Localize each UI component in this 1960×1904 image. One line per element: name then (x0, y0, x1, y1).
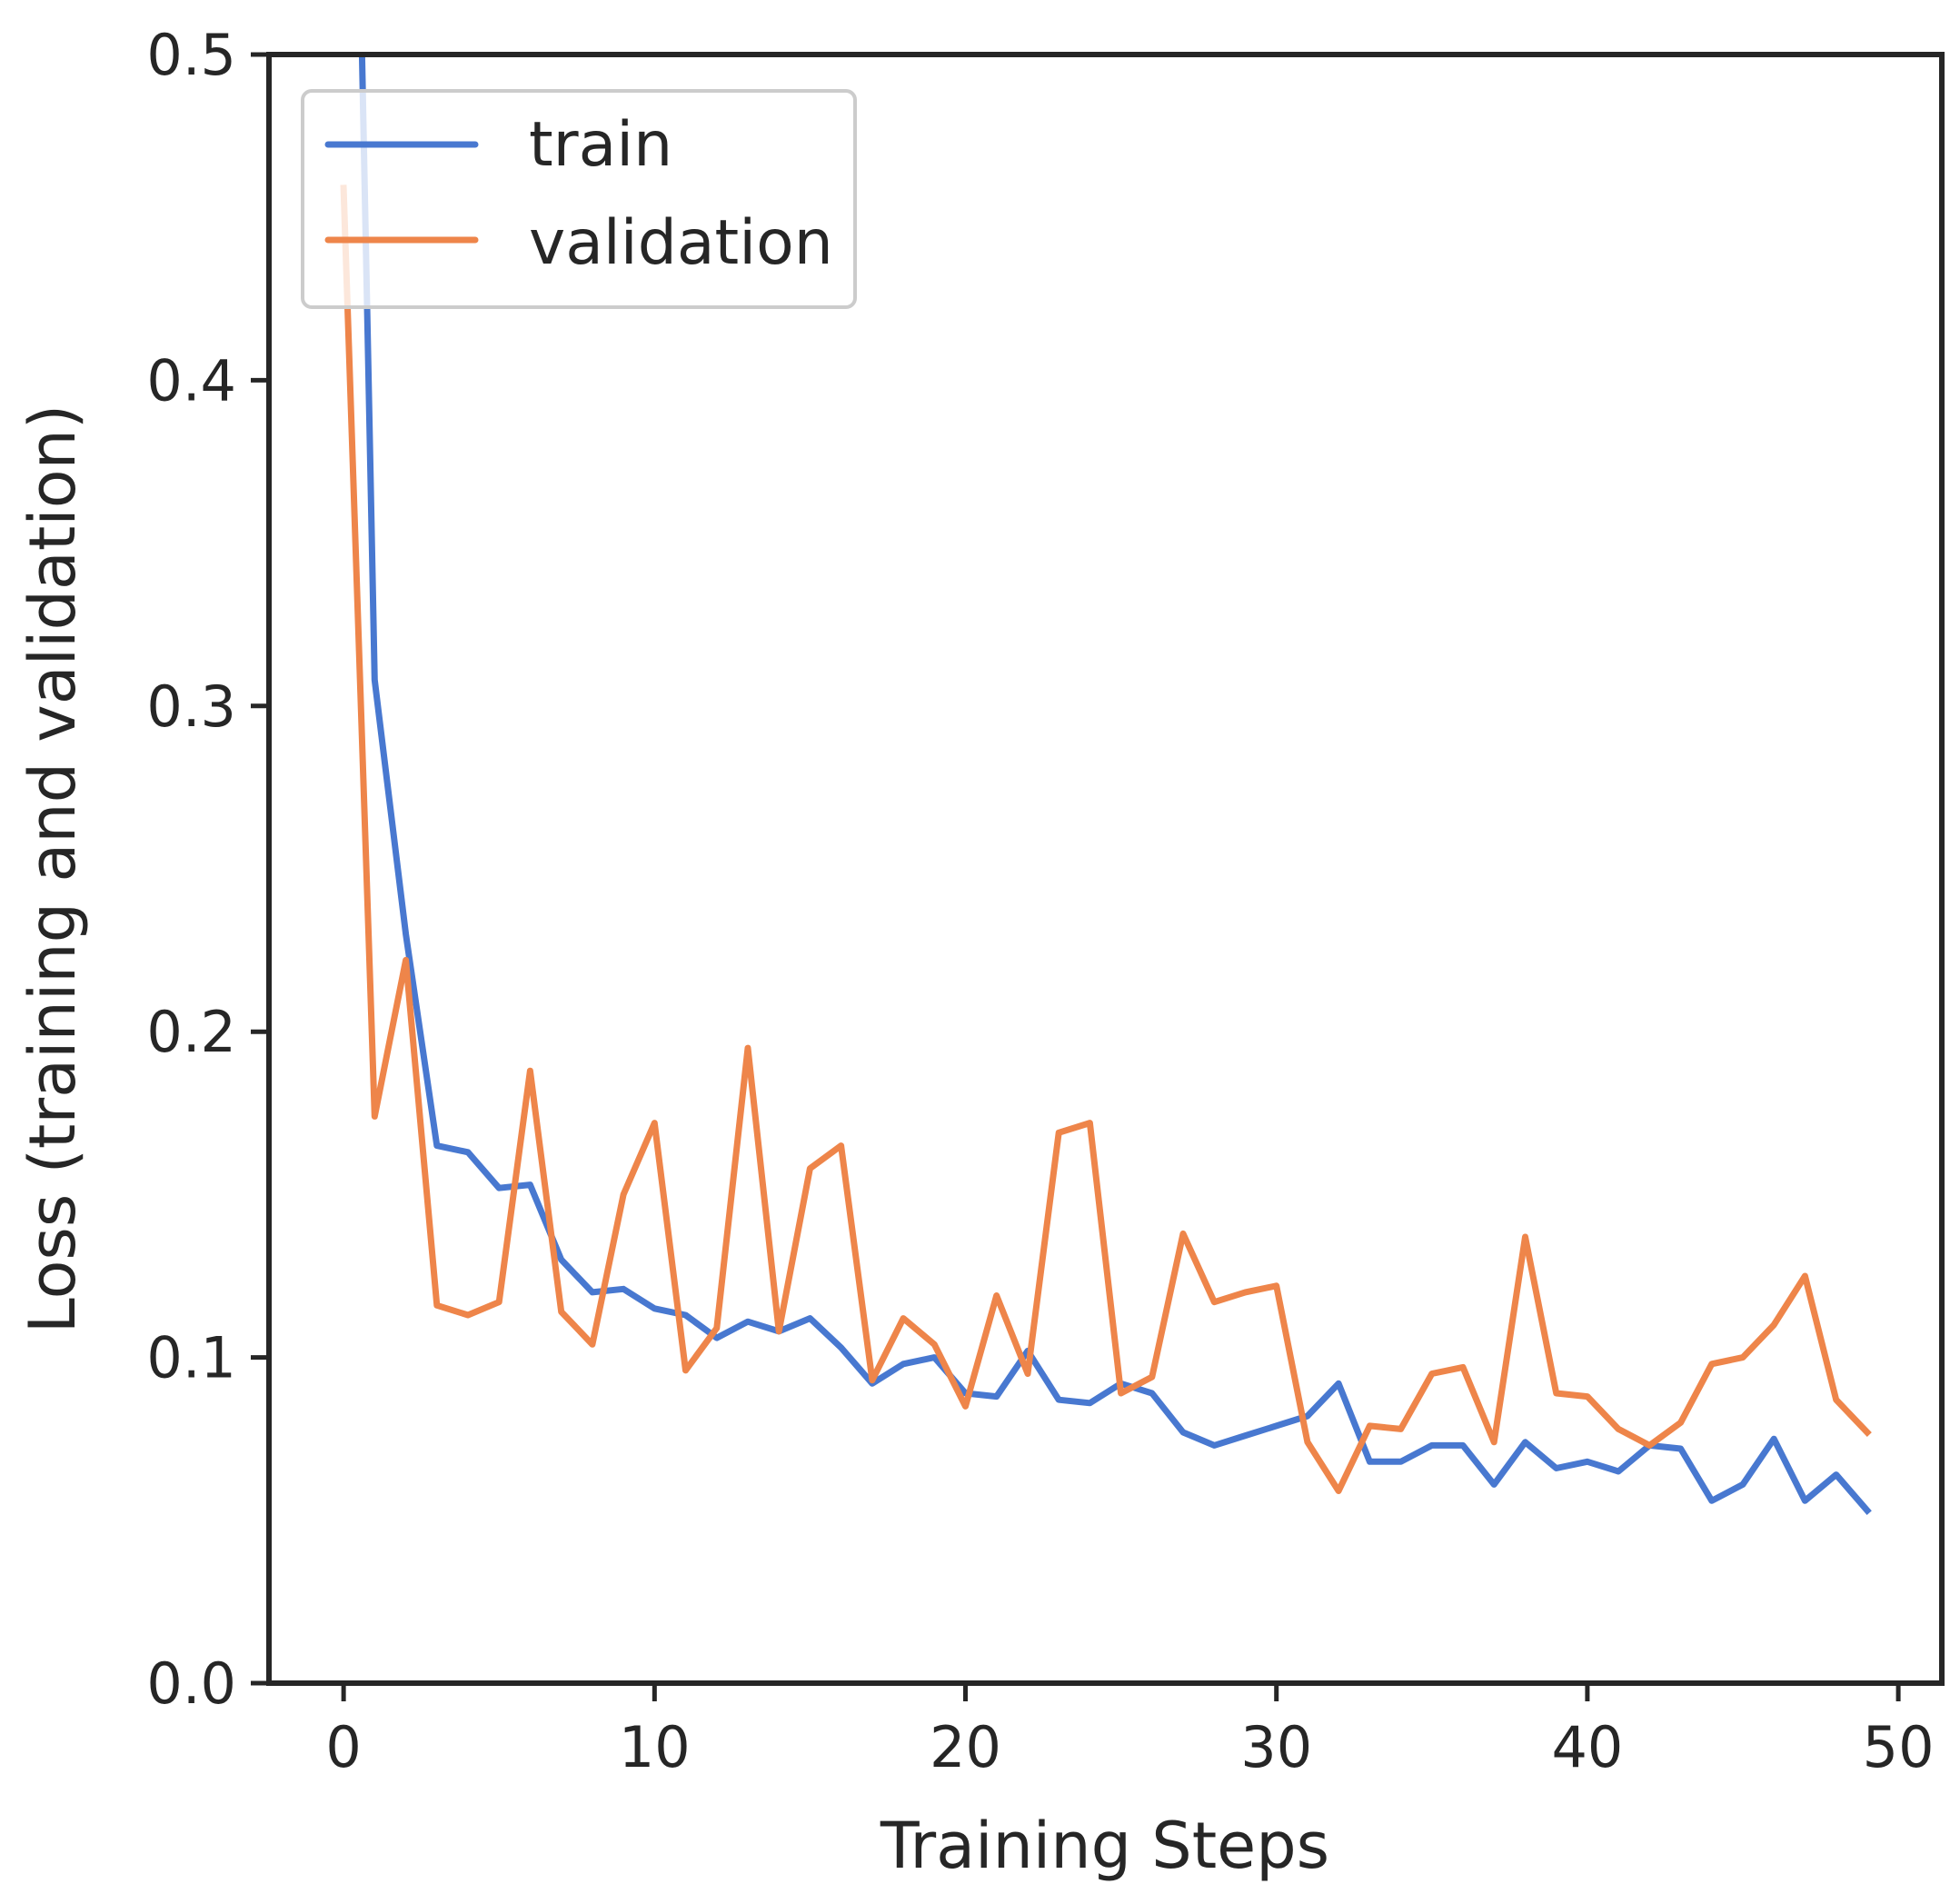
y-tick-label-0.4: 0.4 (146, 347, 236, 414)
legend-label-validation: validation (529, 207, 833, 279)
y-tick-label-0.3: 0.3 (146, 673, 236, 740)
y-tick-label-0.0: 0.0 (146, 1650, 236, 1717)
x-tick-label-40: 40 (1551, 1714, 1623, 1780)
x-tick-label-30: 30 (1240, 1714, 1312, 1780)
x-tick-label-20: 20 (930, 1714, 1001, 1780)
y-tick-label-0.2: 0.2 (146, 999, 236, 1065)
y-axis: 0.0 0.1 0.2 0.3 0.4 0.5 (146, 22, 269, 1717)
x-axis-title: Training Steps (880, 1809, 1329, 1883)
y-axis-title: Loss (training and validation) (15, 404, 90, 1333)
x-axis: 0 10 20 30 40 50 (325, 1683, 1935, 1780)
series-line-train (358, 55, 1872, 1515)
x-tick-label-0: 0 (325, 1714, 361, 1780)
x-tick-label-10: 10 (619, 1714, 691, 1780)
legend: train validation (301, 89, 857, 309)
plot-frame (266, 52, 1945, 1686)
x-tick-label-50: 50 (1863, 1714, 1935, 1780)
legend-label-train: train (529, 109, 672, 181)
series-layer (340, 55, 1872, 1515)
y-tick-label-0.5: 0.5 (146, 22, 236, 88)
series-line-validation (340, 184, 1872, 1494)
y-tick-label-0.1: 0.1 (146, 1325, 236, 1391)
